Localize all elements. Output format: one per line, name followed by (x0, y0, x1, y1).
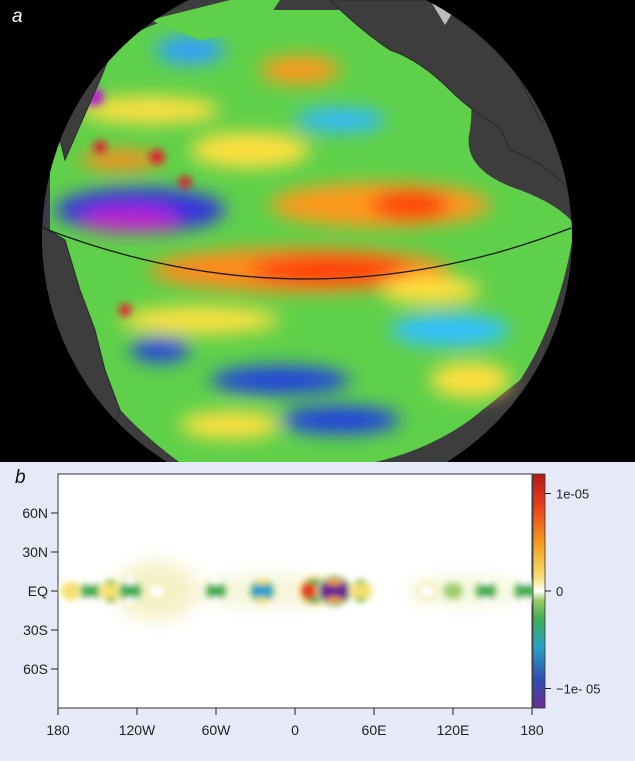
globe-map (42, 0, 572, 462)
heatmap-cell (319, 577, 350, 605)
heatmap-cell (149, 584, 165, 598)
heatmap-side-lobe (480, 579, 492, 585)
heatmap-side-lobe (255, 579, 269, 585)
heatmap-side-lobe (519, 597, 532, 603)
heatmap-side-lobe (325, 597, 344, 603)
x-tick-label: 60W (202, 722, 232, 738)
y-tick-label: 30N (22, 544, 48, 560)
heatmap-blob (406, 577, 527, 605)
y-tick-label: 30S (23, 622, 48, 638)
heatmap-cell (476, 583, 496, 599)
heatmap-cell (351, 583, 371, 599)
y-tick-label: 60S (23, 661, 48, 677)
colorbar (532, 473, 546, 709)
panel-label-b: b (15, 467, 26, 488)
x-tick-label: 180 (520, 722, 544, 738)
equator-line (42, 227, 572, 280)
colorbar-tick-label: 1e-05 (556, 487, 589, 502)
ocean-anomaly-field (50, 10, 572, 462)
x-tick-label: 0 (291, 722, 299, 738)
heatmap-chart: 60N 30N EQ 30S 60S 180 120W 60W 0 60E 120E 180 1e-… (22, 473, 600, 738)
heatmap-side-lobe (105, 579, 117, 585)
heatmap-side-lobe (124, 579, 137, 585)
heatmap-side-lobe (480, 597, 492, 603)
heatmap-cell (445, 584, 461, 598)
globe-panel: a (0, 0, 635, 462)
heatmap-side-lobe (85, 597, 97, 603)
colorbar-axis: 1e-05 0 −1e- 05 (545, 487, 600, 697)
heatmap-cell (81, 583, 101, 599)
heatmap-side-lobe (210, 579, 222, 585)
colorbar-tick-label: 0 (556, 584, 563, 599)
x-tick-label: 180 (46, 722, 70, 738)
panel-label-a: a (12, 6, 23, 27)
heatmap-cell (251, 581, 274, 601)
heatmap-cell (206, 583, 226, 599)
heatmap-cell (62, 583, 80, 599)
x-tick-label: 60E (362, 722, 387, 738)
heatmap-cell (120, 582, 141, 600)
heatmap-panel: b 60N 30N EQ 30S 60S 180 12 (0, 462, 635, 756)
heatmap-side-lobe (355, 579, 367, 585)
x-tick-label: 120W (119, 722, 156, 738)
colorbar-tick-label: −1e- 05 (556, 682, 600, 697)
heatmap-cell (101, 583, 120, 599)
heatmap-side-lobe (355, 597, 367, 603)
heatmap-side-lobe (105, 597, 117, 603)
heatmap-side-lobe (124, 597, 137, 603)
y-tick-label: EQ (28, 583, 48, 599)
x-tick-label: 120E (437, 722, 470, 738)
feature-cells (59, 574, 539, 608)
heatmap-side-lobe (325, 579, 344, 585)
heatmap-cell (515, 582, 536, 600)
heatmap-side-lobe (519, 579, 532, 585)
heatmap-side-lobe (85, 579, 97, 585)
heatmap-cell (419, 584, 435, 598)
y-axis: 60N 30N EQ 30S 60S (22, 505, 58, 677)
x-axis: 180 120W 60W 0 60E 120E 180 (46, 708, 544, 738)
y-tick-label: 60N (22, 505, 48, 521)
heatmap-features (59, 561, 539, 621)
heatmap-side-lobe (210, 597, 222, 603)
heatmap-side-lobe (255, 597, 269, 603)
